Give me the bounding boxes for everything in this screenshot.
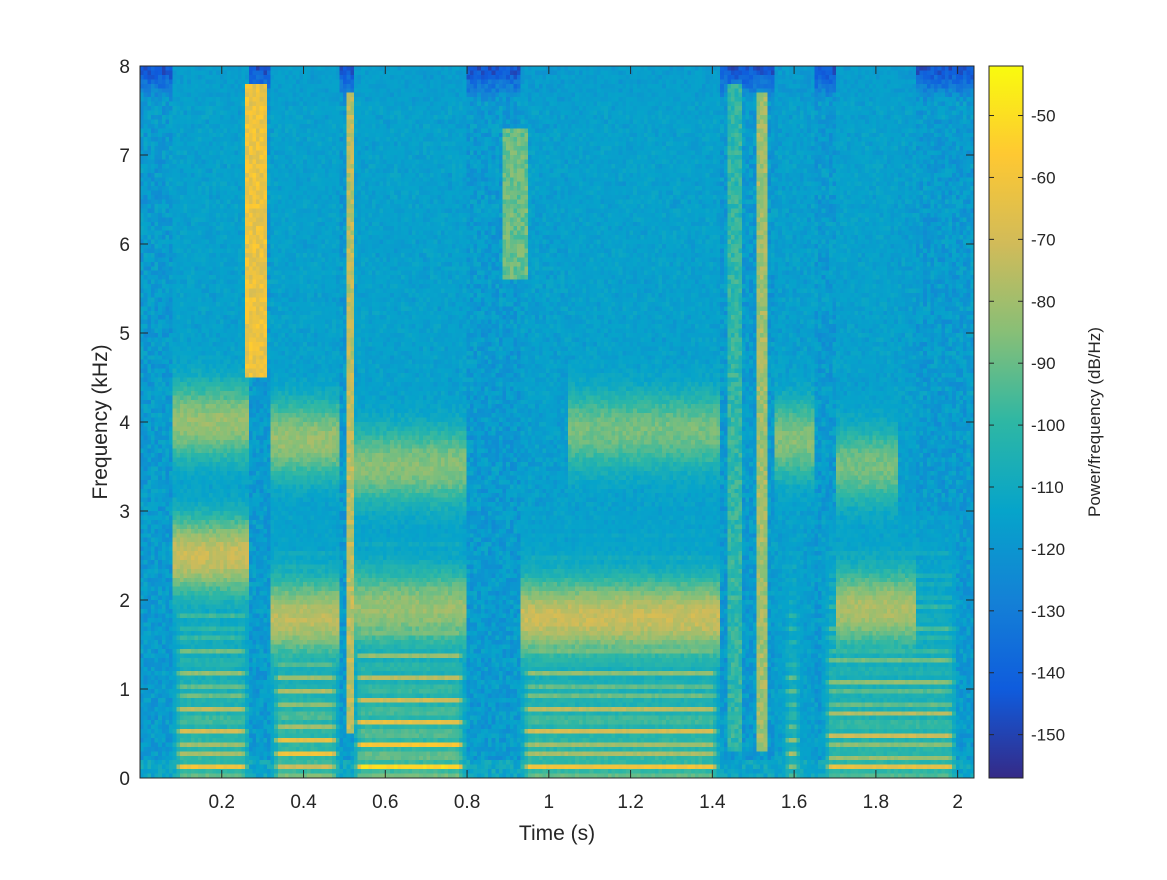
x-tick-label: 1.2 bbox=[617, 792, 643, 813]
x-tick-label: 0.6 bbox=[372, 792, 398, 813]
colorbar-tick-label: -50 bbox=[1031, 107, 1056, 126]
colorbar-tick-label: -70 bbox=[1031, 230, 1056, 249]
y-axis-ticks: 0 1 2 3 4 5 6 7 8 bbox=[119, 57, 974, 790]
x-tick-label: 0.2 bbox=[209, 792, 235, 813]
colorbar-tick-label: -90 bbox=[1031, 354, 1056, 373]
colorbar-tick-label: -130 bbox=[1031, 602, 1065, 621]
x-tick-label: 0.8 bbox=[454, 792, 480, 813]
spectrogram-heatmap bbox=[140, 66, 974, 778]
y-tick-label: 7 bbox=[119, 146, 130, 167]
x-axis-ticks: 0.2 0.4 0.6 0.8 1 1.2 1.4 1.6 1.8 2 bbox=[209, 66, 963, 813]
y-tick-label: 8 bbox=[119, 57, 130, 78]
y-tick-label: 2 bbox=[119, 591, 130, 612]
x-tick-label: 0.4 bbox=[290, 792, 317, 813]
colorbar-tick-label: -60 bbox=[1031, 168, 1056, 187]
colorbar bbox=[988, 65, 1024, 779]
y-tick-label: 4 bbox=[119, 413, 130, 434]
colorbar-label: Power/frequency (dB/Hz) bbox=[1085, 327, 1104, 517]
x-tick-label: 1.8 bbox=[863, 792, 889, 813]
x-tick-label: 1 bbox=[544, 792, 555, 813]
x-axis-label: Time (s) bbox=[519, 822, 595, 845]
y-tick-label: 1 bbox=[119, 680, 130, 701]
colorbar-tick-label: -100 bbox=[1031, 416, 1065, 435]
spectrogram-image bbox=[140, 66, 974, 778]
x-tick-label: 2 bbox=[952, 792, 963, 813]
colorbar-tick-label: -80 bbox=[1031, 292, 1056, 311]
x-tick-label: 1.6 bbox=[781, 792, 807, 813]
x-tick-label: 1.4 bbox=[699, 792, 726, 813]
y-tick-label: 5 bbox=[119, 324, 130, 345]
colorbar-tick-label: -140 bbox=[1031, 664, 1065, 683]
colorbar-tick-label: -110 bbox=[1031, 478, 1064, 497]
y-tick-label: 3 bbox=[119, 502, 130, 523]
y-tick-label: 6 bbox=[119, 235, 130, 256]
y-axis-label: Frequency (kHz) bbox=[89, 344, 112, 499]
colorbar-tick-label: -120 bbox=[1031, 540, 1065, 559]
colorbar-tick-label: -150 bbox=[1031, 726, 1065, 745]
colorbar-ticks: -50 -60 -70 -80 -90 -100 -110 -120 -130 -140 -150 bbox=[989, 107, 1065, 745]
y-tick-label: 0 bbox=[119, 769, 130, 790]
